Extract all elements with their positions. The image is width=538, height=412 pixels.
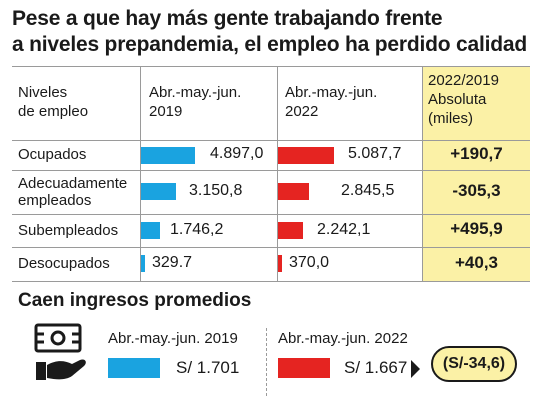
income-change-badge: (S/-34,6) — [431, 346, 517, 382]
header-text: de empleo — [18, 103, 89, 120]
income-swatch-2019 — [108, 358, 160, 378]
income-label-2022: Abr.-may.-jun. 2022 — [278, 330, 408, 347]
arrow-right-icon — [411, 360, 420, 378]
row-label: Ocupados — [18, 146, 87, 163]
header-text: Abr.-may.-jun. — [149, 84, 242, 101]
header-text: Abr.-may.-jun. — [285, 84, 378, 101]
bar-2019 — [141, 147, 195, 164]
value-2019: 4.897,0 — [210, 145, 264, 162]
column-divider — [422, 66, 423, 282]
header-change: 2022/2019 Absoluta (miles) — [428, 71, 499, 128]
header-2022: Abr.-may.-jun. 2022 — [285, 83, 377, 121]
column-divider — [140, 66, 141, 282]
value-2019: 1.746,2 — [170, 221, 224, 238]
income-label-2019: Abr.-may.-jun. 2019 — [108, 330, 238, 347]
row-divider — [12, 140, 530, 141]
row-label: Subempleados — [18, 222, 119, 239]
header-niveles: Niveles de empleo — [18, 83, 88, 121]
bar-2019 — [141, 183, 176, 200]
title-line-1: Pese a que hay más gente trabajando fren… — [12, 7, 443, 30]
value-2019: 329.7 — [152, 254, 193, 271]
value-2022: 5.087,7 — [348, 145, 402, 162]
change-column-highlight — [423, 66, 530, 282]
row-label: empleados — [18, 192, 92, 209]
header-text: 2019 — [149, 103, 183, 120]
header-text: 2022/2019 — [428, 72, 499, 89]
change-value: -305,3 — [452, 181, 501, 200]
row-divider — [12, 214, 530, 215]
header-text: Absoluta — [428, 91, 487, 108]
income-subtitle: Caen ingresos promedios — [18, 290, 252, 311]
title-line-2: a niveles prepandemia, el empleo ha perd… — [12, 33, 527, 56]
value-2022: 370,0 — [289, 254, 330, 271]
change-value: +495,9 — [450, 219, 503, 238]
bar-2019 — [141, 255, 145, 272]
income-value-2019: S/ 1.701 — [176, 358, 240, 377]
change-value: +40,3 — [454, 253, 498, 272]
change-value: +190,7 — [450, 144, 503, 163]
row-divider — [12, 170, 530, 171]
bar-2019 — [141, 222, 161, 239]
header-2019: Abr.-may.-jun. 2019 — [149, 83, 241, 121]
chart-title: Pese a que hay más gente trabajando fren… — [12, 6, 532, 58]
money-hand-icon — [32, 320, 90, 386]
income-swatch-2022 — [278, 358, 330, 378]
bar-2022 — [278, 255, 283, 272]
value-2022: 2.242,1 — [317, 221, 371, 238]
bar-2022 — [278, 222, 303, 239]
row-label: Adecuadamente — [18, 175, 128, 192]
table-top-line — [12, 66, 530, 67]
employment-table: Niveles de empleo Abr.-may.-jun. 2019 Ab… — [12, 66, 530, 282]
header-text: Niveles — [18, 84, 68, 101]
column-divider — [277, 66, 278, 282]
income-divider — [266, 328, 267, 396]
header-text: (miles) — [428, 110, 473, 127]
bar-2022 — [278, 147, 334, 164]
header-text: 2022 — [285, 103, 319, 120]
value-2022: 2.845,5 — [341, 182, 395, 199]
row-label: Desocupados — [18, 255, 110, 272]
bar-2022 — [278, 183, 310, 200]
value-2019: 3.150,8 — [189, 182, 243, 199]
income-value-2022: S/ 1.667 — [344, 358, 408, 377]
table-bottom-line — [12, 281, 530, 282]
row-divider — [12, 247, 530, 248]
